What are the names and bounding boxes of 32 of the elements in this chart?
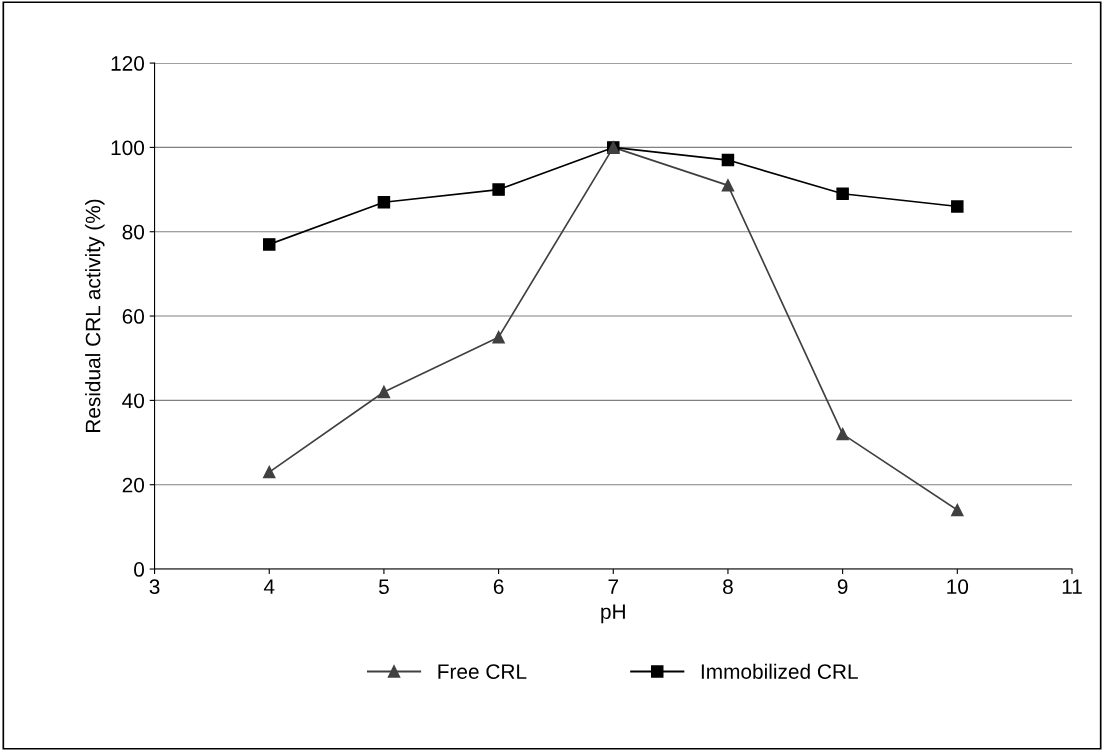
x-tick-label: 5 — [378, 579, 389, 595]
point — [721, 179, 735, 192]
point — [377, 385, 391, 399]
point — [951, 503, 964, 517]
y-tick-label: 100 — [111, 140, 145, 156]
y-tick-label: 60 — [122, 309, 145, 324]
x-tick-label: 6 — [493, 579, 504, 595]
y-tick-label: 20 — [122, 477, 145, 493]
point — [721, 153, 735, 167]
point — [836, 187, 849, 201]
point — [492, 330, 505, 344]
point — [836, 427, 849, 441]
x-axis-title: pH — [601, 604, 625, 624]
point — [951, 200, 964, 213]
x-tick-label: 3 — [149, 579, 160, 595]
y-tick-label: 120 — [111, 56, 145, 71]
x-tick-label: 9 — [837, 579, 848, 595]
point — [262, 465, 276, 479]
legend-label: Immobilized CRL — [701, 663, 858, 679]
y-tick-label: 40 — [122, 393, 145, 409]
x-tick-label: 11 — [1062, 579, 1082, 594]
legend-label: Free CRL — [438, 664, 527, 679]
x-tick-label: 8 — [723, 579, 733, 595]
point — [262, 238, 276, 251]
y-tick-label: 0 — [134, 562, 145, 577]
y-tick-label: 80 — [122, 224, 145, 240]
y-axis-title: Residual CRL activity (%) — [85, 199, 105, 433]
x-tick-label: 4 — [263, 579, 275, 594]
x-tick-label: 10 — [947, 579, 969, 595]
x-tick-label: 7 — [608, 579, 619, 594]
point — [492, 183, 505, 196]
point — [377, 195, 391, 209]
